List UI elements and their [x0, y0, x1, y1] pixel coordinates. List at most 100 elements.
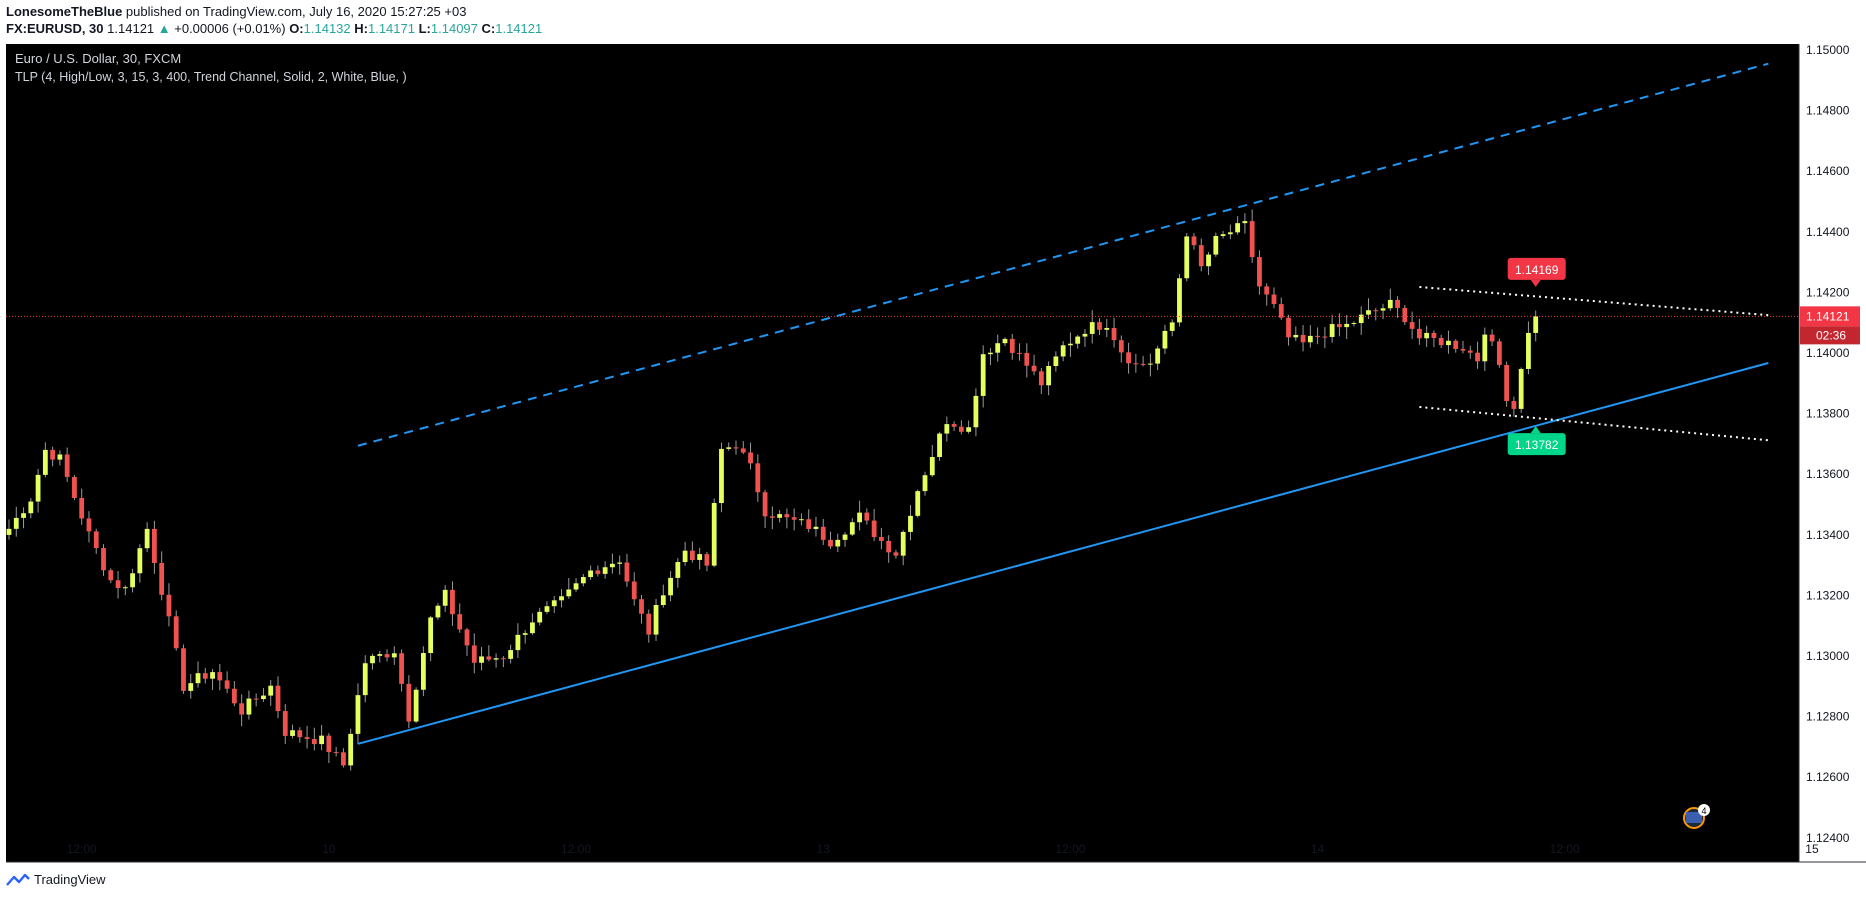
candle-body	[471, 645, 477, 663]
candle-body	[1373, 310, 1379, 312]
candle-body	[500, 658, 506, 660]
candle-body	[1453, 340, 1459, 349]
candle-body	[210, 672, 215, 679]
candle-body	[86, 518, 92, 532]
candle-body	[275, 685, 281, 712]
candle-body	[355, 695, 361, 734]
candle-body	[195, 673, 201, 684]
candle-body	[261, 695, 266, 700]
candle-body	[857, 512, 862, 523]
low-price-label-text: 1.13782	[1515, 438, 1559, 452]
candle-body	[1257, 257, 1262, 287]
author-name[interactable]: LonesomeTheBlue	[6, 4, 123, 19]
candle-body	[399, 653, 404, 684]
candle-body	[682, 550, 688, 563]
countdown-badge	[1800, 326, 1860, 345]
candle-body	[675, 562, 681, 578]
candle-body	[188, 683, 194, 691]
candle-body	[1286, 317, 1291, 338]
event-count-badge	[1698, 804, 1710, 816]
candle-body	[1475, 352, 1480, 362]
candle-body	[93, 531, 99, 549]
candle-body	[122, 587, 128, 589]
x-tick-label: 10	[322, 842, 336, 856]
legend-indicator[interactable]: TLP (4, High/Low, 3, 15, 3, 400, Trend C…	[15, 70, 407, 84]
candle-body	[828, 539, 833, 547]
candle-body	[35, 474, 41, 502]
zone-lower-dotted-line	[1419, 405, 1769, 442]
candle-body	[1278, 304, 1284, 318]
candle-body	[689, 550, 695, 560]
candle-body	[1438, 337, 1444, 346]
candle-body	[631, 581, 637, 600]
chart-pane[interactable]	[6, 44, 1799, 862]
x-tick-label: 12:00	[1550, 842, 1580, 856]
candle-body	[239, 703, 245, 715]
candle-body	[450, 589, 455, 615]
low-label: L:	[418, 21, 431, 36]
candle-body	[1358, 314, 1364, 324]
y-tick-label: 1.14000	[1806, 346, 1850, 360]
candle-body	[1060, 345, 1066, 357]
candle-body	[966, 427, 972, 432]
candle-body	[1038, 371, 1044, 386]
last-price: 1.14121	[107, 21, 155, 36]
candle-body	[820, 526, 826, 540]
candle-body	[1111, 327, 1117, 341]
candle-body	[130, 573, 135, 588]
candle-body	[835, 539, 841, 547]
candle-body	[1533, 316, 1539, 333]
candle-body	[246, 698, 252, 715]
candle-body	[573, 583, 579, 590]
candle-body	[849, 522, 855, 535]
time-axis[interactable]: 12:001012:001312:001412:001512:001612:00…	[67, 842, 1866, 856]
y-tick-label: 1.12600	[1806, 770, 1850, 784]
candle-body	[610, 563, 615, 568]
candle-body	[1467, 350, 1473, 353]
overlays: 1.14169 1.13782 4	[6, 62, 1799, 829]
candle-body	[362, 663, 368, 696]
candle-body	[181, 648, 186, 691]
candle-body	[13, 517, 19, 529]
candle-body	[1402, 307, 1408, 323]
price-change: +0.00006 (+0.01%)	[174, 21, 286, 36]
candle-body	[1068, 343, 1073, 346]
candle-body	[297, 730, 303, 738]
candle-body	[551, 600, 557, 607]
y-tick-label: 1.15000	[1806, 43, 1850, 57]
candle-body	[57, 454, 63, 460]
candle-body	[1024, 352, 1030, 366]
candle-body	[1242, 221, 1248, 224]
symbol-label: FX:EURUSD, 30	[6, 21, 104, 36]
candle-body	[755, 463, 761, 493]
high-label-pointer-icon	[1530, 279, 1541, 287]
candle-body	[719, 448, 724, 504]
candle-body	[101, 548, 106, 571]
candle-body	[704, 554, 710, 566]
close-label: C:	[481, 21, 496, 36]
candle-body	[595, 570, 601, 574]
candle-body	[1177, 278, 1182, 323]
candle-body	[290, 730, 295, 736]
y-tick-label: 1.14400	[1806, 225, 1850, 239]
candle-body	[522, 633, 528, 635]
candle-body	[1082, 333, 1088, 337]
high-price-label	[1507, 257, 1566, 280]
candle-body	[108, 570, 114, 581]
candle-body	[333, 752, 339, 754]
candle-body	[602, 567, 608, 574]
y-tick-label: 1.13000	[1806, 649, 1850, 663]
candle-body	[1307, 335, 1313, 343]
candle-body	[660, 595, 666, 606]
candle-body	[1002, 338, 1008, 344]
candle-body	[42, 449, 48, 475]
x-tick-label: 13	[817, 842, 831, 856]
price-axis[interactable]: 1.15000 1.14800 1.14600 1.14400 1.14200 1.140…	[1800, 43, 1860, 845]
candle-body	[1329, 324, 1335, 337]
candle-body	[922, 475, 928, 492]
candle-body	[1424, 332, 1430, 339]
candle-body	[1366, 310, 1371, 315]
candle-body	[1416, 328, 1422, 339]
candle-body	[1155, 348, 1161, 364]
